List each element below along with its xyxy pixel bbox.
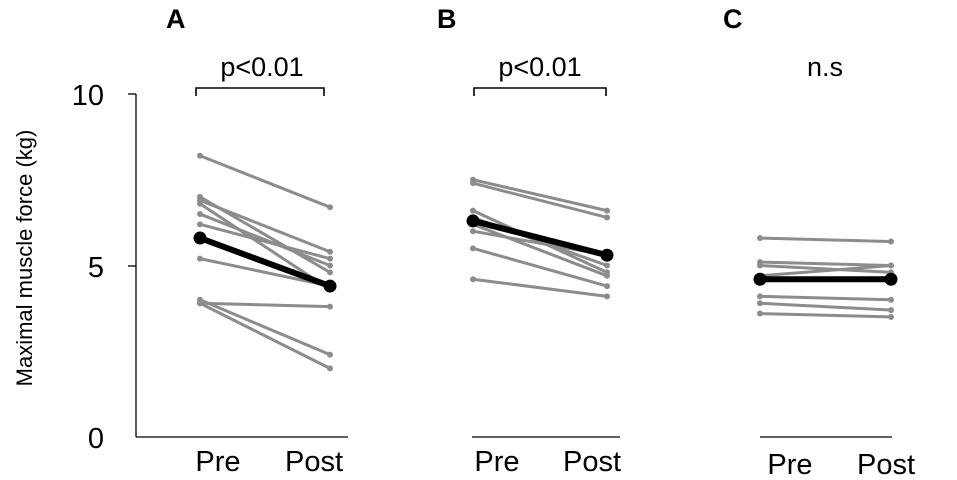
panel-c-individual-line-6 xyxy=(759,301,892,312)
panel-a-mean-post-point xyxy=(323,279,337,293)
panel-b-individual-post-point-8 xyxy=(604,293,610,300)
panel-b-individual-post-point-2 xyxy=(604,214,610,221)
panel-c-individual-line-3 xyxy=(759,264,892,274)
panel-b-individual-post-point-7 xyxy=(604,283,610,290)
panel-a-x-label-post: Post xyxy=(285,446,343,478)
panel-b-x-label-pre: Pre xyxy=(474,446,519,478)
panel-a-individual-line-7 xyxy=(199,257,331,288)
panel-b-letter: B xyxy=(437,4,457,34)
panel-a-significance: p<0.01 xyxy=(195,52,325,96)
panel-b-individual-post-point-4 xyxy=(604,262,610,269)
panel-b-data xyxy=(466,176,614,300)
panel-c-individual-line-7 xyxy=(759,312,892,319)
panel-a-individual-post-point-6 xyxy=(327,255,333,262)
panel-c-significance-label: n.s xyxy=(807,52,843,82)
panel-b-individual-line-2 xyxy=(472,181,608,219)
panel-b-individual-pre-point-2 xyxy=(470,180,476,187)
panel-a-x-label-pre: Pre xyxy=(195,446,240,478)
panel-a-individual-pre-point-5 xyxy=(197,211,203,218)
panel-c-individual-pre-point-1 xyxy=(757,235,763,242)
panel-b-individual-line-1 xyxy=(472,178,608,213)
panel-a-individual-post-point-10 xyxy=(327,303,333,310)
panel-b-individual-pre-point-6 xyxy=(470,228,476,235)
panel-b-individual-pre-point-7 xyxy=(470,245,476,252)
panel-b-mean-pre-point xyxy=(466,214,480,228)
panel-b-individual-line-7 xyxy=(472,246,608,288)
y-tick-label-5: 5 xyxy=(88,252,104,284)
panel-c-individual-pre-point-6 xyxy=(757,300,763,307)
panel-c-individual-line-1 xyxy=(759,236,892,243)
panel-a-significance-label: p<0.01 xyxy=(220,52,303,82)
panel-a-individual-pre-point-6 xyxy=(197,221,203,228)
panel-a-data xyxy=(193,152,337,372)
panel-a-individual-post-point-1 xyxy=(327,204,333,211)
panel-c-individual-pre-point-5 xyxy=(757,293,763,300)
panel-c-individual-line-2 xyxy=(759,260,892,267)
panel-c-individual-post-point-6 xyxy=(888,307,894,314)
panel-c-data xyxy=(753,235,898,320)
panel-c-mean-post-point xyxy=(884,272,898,286)
panel-c-mean-pre-point xyxy=(753,272,767,286)
panel-a-individual-pre-point-10 xyxy=(197,300,203,307)
panel-c-individual-pre-point-7 xyxy=(757,310,763,317)
panel-c-individual-post-point-5 xyxy=(888,296,894,303)
panel-a-individual-line-3 xyxy=(199,198,331,254)
panel-a-letter: A xyxy=(166,4,186,34)
panel-a-individual-line-5 xyxy=(199,212,331,267)
panel-b-significance: p<0.01 xyxy=(473,52,607,96)
y-tick-label-0: 0 xyxy=(88,423,104,455)
panel-a-axes: 10 5 0 xyxy=(72,80,348,455)
panel-a-mean-line xyxy=(198,235,332,289)
panel-c-individual-post-point-7 xyxy=(888,313,894,320)
panel-a-individual-post-point-5 xyxy=(327,262,333,269)
panel-a-individual-post-point-3 xyxy=(327,248,333,255)
panel-b-individual-line-8 xyxy=(472,277,608,298)
panel-a-individual-post-point-9 xyxy=(327,365,333,372)
panel-a-individual-pre-point-7 xyxy=(197,255,203,262)
y-axis-label: Maximal muscle force (kg) xyxy=(12,130,37,387)
panel-b-significance-bracket xyxy=(473,87,607,96)
panel-a-individual-post-point-8 xyxy=(327,351,333,358)
panel-a-individual-pre-point-1 xyxy=(197,152,203,159)
panel-b-individual-post-point-5 xyxy=(604,272,610,279)
panel-b-individual-post-point-1 xyxy=(604,207,610,214)
panel-a-significance-bracket xyxy=(195,87,325,96)
panel-a-individual-line-10 xyxy=(199,301,331,309)
panel-c-x-label-post: Post xyxy=(857,449,915,480)
panel-b-mean-line xyxy=(472,218,608,259)
panel-b-significance-label: p<0.01 xyxy=(498,52,581,82)
panel-c-individual-post-point-4 xyxy=(888,262,894,269)
panel-c-individual-line-5 xyxy=(759,294,892,302)
panel-b-individual-pre-point-3 xyxy=(470,207,476,214)
panel-a-individual-pre-point-4 xyxy=(197,200,203,207)
panel-c-letter: C xyxy=(723,4,743,34)
panel-c-individual-pre-point-3 xyxy=(757,262,763,269)
y-tick-label-10: 10 xyxy=(72,80,104,112)
panel-c-individual-post-point-1 xyxy=(888,238,894,245)
panel-b-mean-post-point xyxy=(600,248,614,262)
panel-b-x-label-post: Post xyxy=(563,446,621,478)
panel-a-individual-line-8 xyxy=(199,298,331,357)
panel-c-individual-line-4 xyxy=(759,264,892,278)
panel-a-individual-line-6 xyxy=(199,222,331,261)
panel-c-x-label-pre: Pre xyxy=(767,449,812,480)
panel-a-individual-post-point-2 xyxy=(327,269,333,276)
panel-a-mean-pre-point xyxy=(193,231,207,245)
panel-b-individual-line-5 xyxy=(472,222,608,278)
panel-b-individual-pre-point-8 xyxy=(470,276,476,283)
panel-a-individual-line-9 xyxy=(199,301,331,370)
panel-a-individual-line-1 xyxy=(199,154,331,209)
